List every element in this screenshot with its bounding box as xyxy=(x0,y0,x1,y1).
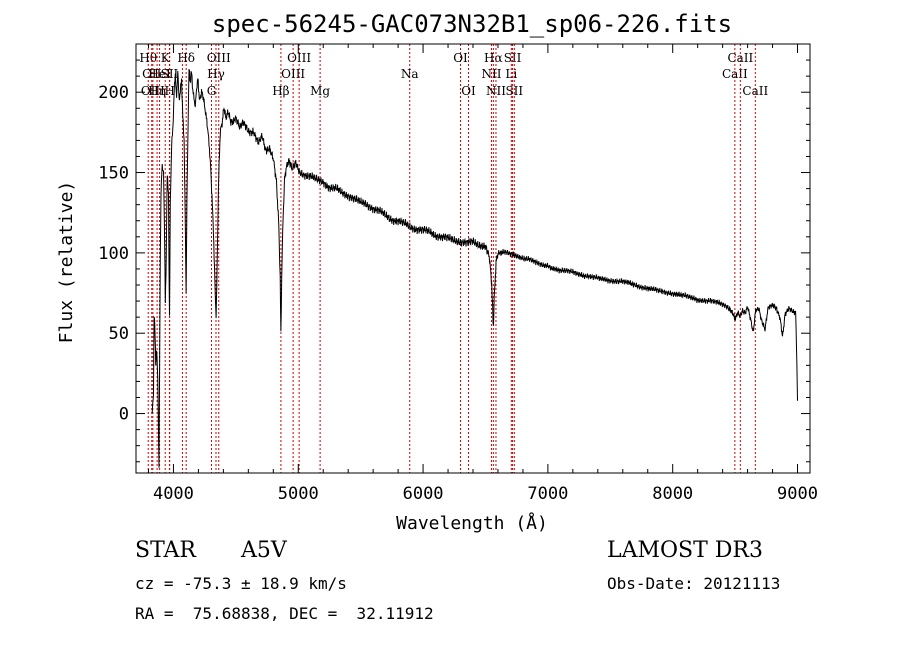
redshift-velocity: cz = -75.3 ± 18.9 km/s xyxy=(135,574,347,593)
line-marker-label: Mg xyxy=(310,84,330,98)
spectrum-line xyxy=(151,68,798,468)
plot-frame xyxy=(135,43,811,474)
line-marker-label: OIII xyxy=(281,67,305,81)
line-marker-label: OIII xyxy=(207,51,231,65)
line-marker-label: Hα xyxy=(484,51,503,65)
line-marker-label: Hη xyxy=(148,84,166,98)
x-tick-label: 9000 xyxy=(777,484,818,504)
spectral-subclass: A5V xyxy=(241,538,287,563)
line-marker-label: SII xyxy=(504,51,522,65)
x-axis-label: Wavelength (Å) xyxy=(396,512,548,534)
x-tick-label: 7000 xyxy=(527,484,568,504)
line-marker-label: CaII xyxy=(742,84,768,98)
line-marker-label: CaII xyxy=(727,51,753,65)
x-tick-label: 6000 xyxy=(403,484,444,504)
line-marker-label: NII xyxy=(481,67,501,81)
line-marker-label: NII xyxy=(486,84,506,98)
object-class: STAR xyxy=(135,538,196,563)
y-tick-label: 50 xyxy=(109,324,129,344)
line-marker-label: OIII xyxy=(287,51,311,65)
line-marker-label: H xyxy=(164,84,174,98)
y-tick-label: 100 xyxy=(98,244,129,264)
line-marker-label: OIII xyxy=(141,84,165,98)
line-marker-layer: HθOIIOIIIHηHeIKSIIHHδGHγOIIIHβOIIIOIIIMg… xyxy=(139,44,768,473)
line-marker-label: K xyxy=(161,51,171,65)
line-marker-label: Hθ xyxy=(139,51,157,65)
line-marker-label: G xyxy=(207,84,217,98)
survey-name: LAMOST DR3 xyxy=(607,538,763,563)
x-tick-label: 5000 xyxy=(278,484,319,504)
y-tick-label: 150 xyxy=(98,164,129,184)
observation-date: Obs-Date: 20121113 xyxy=(607,574,781,593)
line-marker-label: OI xyxy=(453,51,468,65)
x-tick-label: 8000 xyxy=(652,484,693,504)
line-marker-label: OI xyxy=(461,84,476,98)
line-marker-label: SII xyxy=(505,84,523,98)
series-layer xyxy=(151,68,798,468)
sky-coordinates: RA = 75.68838, DEC = 32.11912 xyxy=(135,604,434,623)
x-tick-label: 4000 xyxy=(153,484,194,504)
y-tick-label: 200 xyxy=(98,83,129,103)
line-marker-label: Hδ xyxy=(177,51,195,65)
axes: 4000 5000 6000 7000 8000 9000 0 50 100 150 200 xyxy=(98,43,818,504)
line-marker-label: Li xyxy=(505,67,517,81)
line-marker-label: Hβ xyxy=(272,84,289,98)
chart-title: spec-56245-GAC073N32B1_sp06-226.fits xyxy=(212,10,732,38)
y-tick-label: 0 xyxy=(119,405,129,425)
line-marker-label: Na xyxy=(401,67,419,81)
y-axis-label: Flux (relative) xyxy=(56,181,77,344)
line-marker-label: Hγ xyxy=(207,67,225,81)
line-marker-label: CaII xyxy=(722,67,748,81)
